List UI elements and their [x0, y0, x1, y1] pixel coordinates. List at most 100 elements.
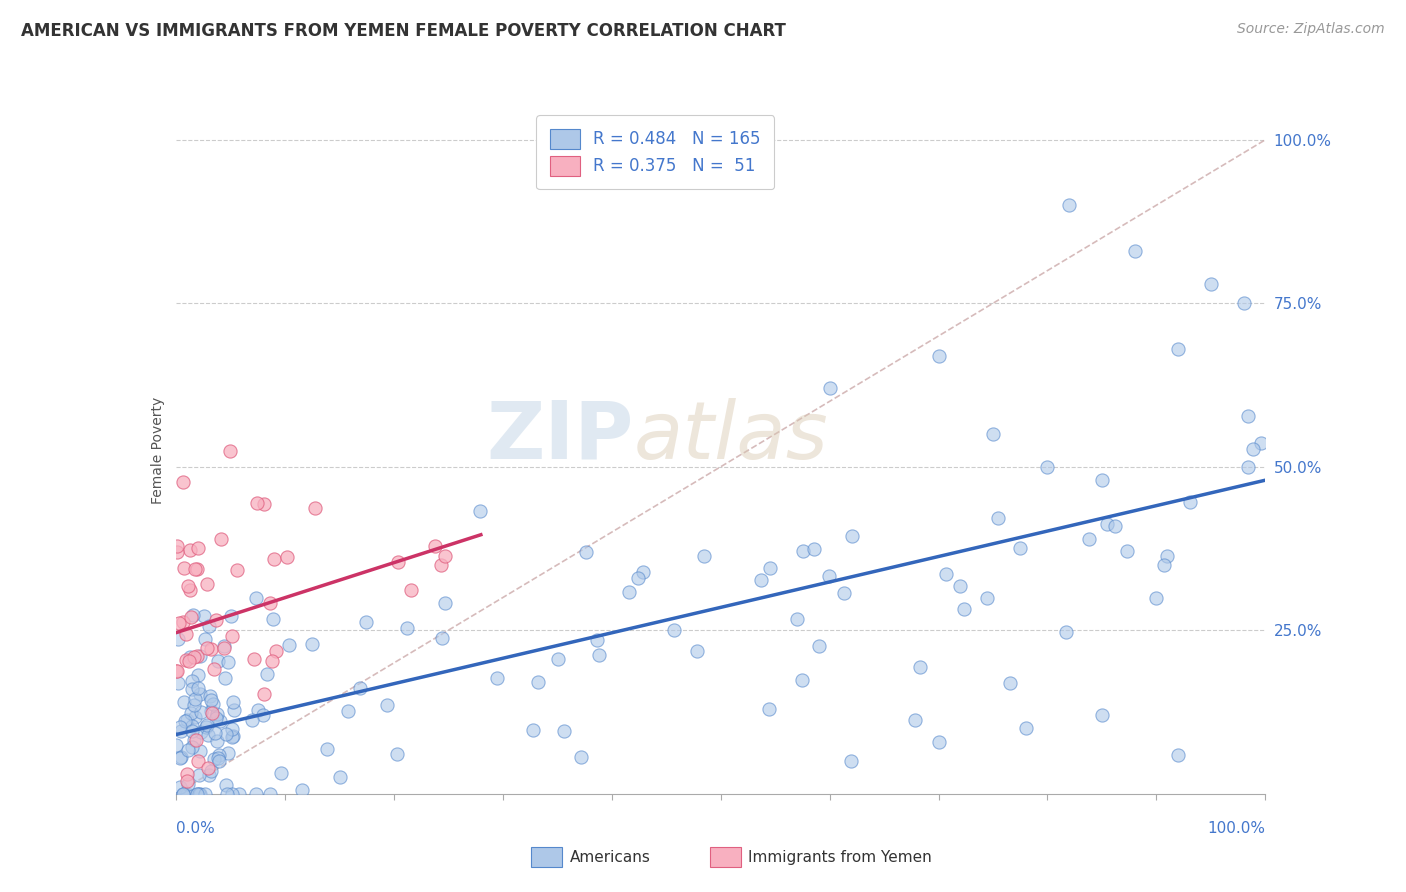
- Point: [841, 754, 863, 768]
- Point: [186, 754, 209, 768]
- Point: [172, 615, 194, 629]
- Point: [246, 496, 269, 510]
- Point: [949, 579, 972, 593]
- Point: [586, 632, 609, 647]
- Point: [177, 743, 200, 757]
- Point: [188, 649, 211, 664]
- Point: [198, 619, 221, 633]
- Point: [188, 787, 211, 801]
- Point: [176, 787, 198, 801]
- Point: [221, 730, 243, 744]
- Text: AMERICAN VS IMMIGRANTS FROM YEMEN FEMALE POVERTY CORRELATION CHART: AMERICAN VS IMMIGRANTS FROM YEMEN FEMALE…: [21, 22, 786, 40]
- Point: [396, 621, 419, 635]
- Point: [181, 681, 204, 696]
- Point: [1115, 544, 1137, 558]
- Point: [935, 566, 957, 581]
- Point: [1167, 747, 1189, 762]
- Point: [200, 764, 222, 778]
- Point: [186, 787, 208, 801]
- Point: [575, 545, 598, 559]
- Point: [221, 722, 243, 736]
- Point: [221, 730, 243, 744]
- Point: [186, 648, 208, 663]
- Point: [173, 561, 195, 575]
- Point: [758, 702, 780, 716]
- Point: [176, 713, 198, 727]
- Point: [263, 552, 285, 566]
- Point: [976, 591, 998, 605]
- Point: [169, 750, 191, 764]
- Point: [217, 655, 239, 669]
- Point: [169, 780, 191, 794]
- Point: [177, 654, 200, 668]
- Point: [173, 787, 195, 801]
- Point: [166, 675, 188, 690]
- Point: [547, 652, 569, 666]
- Point: [522, 723, 544, 738]
- Point: [468, 504, 491, 518]
- Point: [214, 672, 236, 686]
- Point: [304, 501, 326, 516]
- Point: [290, 782, 312, 797]
- Point: [166, 739, 188, 753]
- Point: [243, 652, 266, 666]
- Point: [179, 543, 201, 558]
- Point: [207, 654, 229, 668]
- Point: [212, 640, 235, 655]
- Point: [187, 668, 209, 682]
- Point: [1123, 244, 1146, 258]
- Text: 100.0%: 100.0%: [1208, 822, 1265, 837]
- Point: [1015, 722, 1038, 736]
- Point: [170, 723, 193, 738]
- Point: [184, 733, 207, 747]
- Point: [170, 750, 193, 764]
- Point: [336, 704, 359, 718]
- Point: [385, 747, 408, 761]
- Point: [526, 674, 548, 689]
- Point: [172, 475, 194, 489]
- Point: [751, 574, 773, 588]
- Point: [204, 725, 226, 739]
- Point: [166, 664, 188, 678]
- Point: [172, 787, 194, 801]
- Point: [240, 713, 263, 727]
- Point: [165, 665, 187, 679]
- Point: [1000, 675, 1022, 690]
- Point: [180, 723, 202, 738]
- Point: [183, 733, 205, 747]
- Point: [349, 681, 371, 695]
- Point: [387, 555, 409, 569]
- Point: [184, 691, 207, 706]
- Point: [588, 648, 610, 662]
- Point: [183, 649, 205, 664]
- Legend: R = 0.484   N = 165, R = 0.375   N =  51: R = 0.484 N = 165, R = 0.375 N = 51: [537, 115, 773, 189]
- Point: [167, 616, 190, 631]
- Point: [193, 787, 215, 801]
- Point: [301, 636, 323, 650]
- Point: [259, 597, 281, 611]
- Point: [217, 787, 239, 801]
- Point: [188, 768, 211, 782]
- Point: [202, 752, 225, 766]
- Point: [177, 579, 200, 593]
- Point: [181, 608, 204, 623]
- Point: [202, 662, 225, 676]
- Point: [201, 706, 224, 720]
- Point: [179, 650, 201, 665]
- Point: [264, 644, 287, 658]
- Point: [662, 623, 685, 637]
- Point: [173, 695, 195, 709]
- Point: [910, 660, 932, 674]
- Point: [423, 539, 446, 553]
- Point: [928, 734, 950, 748]
- Point: [209, 532, 232, 546]
- Point: [808, 639, 831, 653]
- Point: [200, 692, 222, 706]
- Point: [179, 583, 201, 598]
- Text: ZIP: ZIP: [486, 398, 633, 475]
- Point: [195, 718, 218, 732]
- Point: [430, 631, 453, 645]
- Point: [205, 613, 228, 627]
- Point: [1237, 459, 1260, 474]
- Point: [180, 706, 202, 720]
